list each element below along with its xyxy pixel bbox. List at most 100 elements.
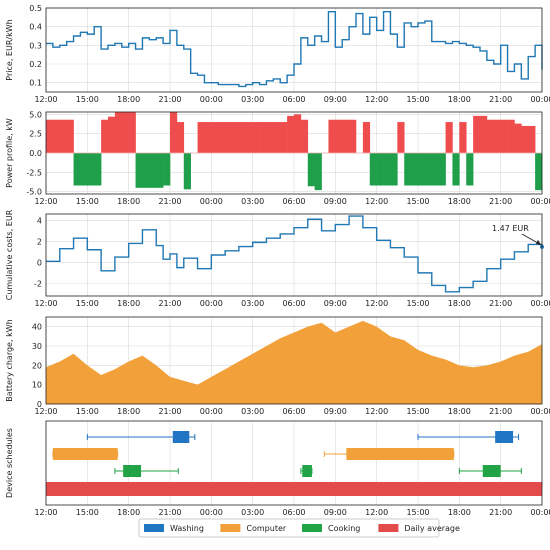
y-tick-label: 0.4 — [29, 23, 42, 32]
x-tick-label: 15:00 — [406, 508, 429, 517]
power-bar — [424, 153, 433, 186]
power-bar — [287, 115, 295, 153]
power-bar — [397, 122, 405, 153]
washing-schedule-block — [172, 431, 190, 443]
power-bar — [80, 153, 88, 186]
y-tick-label: 0.5 — [29, 4, 42, 13]
power-bar — [452, 153, 460, 186]
power-bar — [259, 122, 267, 153]
power-bar — [404, 153, 412, 186]
power-bar — [114, 112, 123, 153]
y-axis-label: Battery charge, kWh — [5, 319, 14, 401]
x-tick-label: 21:00 — [158, 407, 181, 416]
x-tick-label: 15:00 — [76, 299, 99, 308]
y-tick-label: -2.5 — [26, 168, 42, 177]
power-bar — [480, 115, 488, 153]
legend-label: Cooking — [328, 524, 360, 533]
x-tick-label: 00:00 — [530, 508, 550, 517]
power-bar — [300, 119, 309, 153]
power-bar — [245, 122, 253, 153]
x-tick-label: 15:00 — [76, 197, 99, 206]
legend-label: Computer — [246, 524, 286, 533]
power-bar — [431, 153, 439, 186]
power-bar — [108, 116, 116, 153]
x-tick-label: 00:00 — [530, 407, 550, 416]
power-bar — [197, 122, 205, 153]
x-tick-label: 12:00 — [34, 95, 57, 104]
legend-box — [138, 518, 440, 538]
x-tick-label: 12:00 — [34, 508, 57, 517]
legend-swatch — [378, 524, 399, 532]
x-tick-label: 12:00 — [365, 95, 388, 104]
power-bar — [52, 119, 61, 153]
x-tick-label: 21:00 — [489, 197, 512, 206]
legend-label: Washing — [170, 524, 204, 533]
power-bar — [445, 122, 453, 153]
power-bar — [328, 119, 336, 153]
power-bar — [266, 122, 274, 153]
y-tick-label: 30 — [32, 342, 42, 351]
y-tick-label: 40 — [32, 323, 42, 332]
y-tick-label: 20 — [32, 361, 42, 370]
x-tick-label: 12:00 — [34, 197, 57, 206]
y-tick-label: 0.0 — [29, 149, 42, 158]
y-tick-label: -2 — [34, 279, 42, 288]
x-tick-label: 00:00 — [530, 299, 550, 308]
x-tick-label: 21:00 — [158, 95, 181, 104]
power-bar — [486, 119, 495, 153]
x-tick-label: 18:00 — [117, 407, 140, 416]
y-tick-label: 0 — [37, 400, 42, 409]
axes-frame — [45, 213, 543, 297]
x-tick-label: 03:00 — [241, 508, 264, 517]
x-tick-label: 15:00 — [406, 407, 429, 416]
x-tick-label: 21:00 — [489, 299, 512, 308]
power-bar — [170, 112, 178, 153]
washing-schedule-block — [495, 431, 514, 443]
power-bar — [135, 153, 143, 188]
x-tick-label: 09:00 — [324, 197, 347, 206]
x-tick-label: 15:00 — [406, 299, 429, 308]
x-tick-label: 18:00 — [117, 197, 140, 206]
power-bar — [390, 153, 398, 186]
x-tick-label: 18:00 — [448, 299, 471, 308]
x-tick-label: 21:00 — [489, 508, 512, 517]
x-tick-label: 03:00 — [241, 407, 264, 416]
x-tick-label: 03:00 — [241, 299, 264, 308]
x-tick-label: 12:00 — [365, 407, 388, 416]
x-tick-label: 18:00 — [117, 299, 140, 308]
x-tick-label: 15:00 — [76, 407, 99, 416]
price-panel: 12:00 15:00 18:00 21:00 00:00 03:00 06:00 09:00… — [5, 4, 550, 104]
final-cost-annotation: 1.47 EUR — [492, 224, 529, 233]
x-tick-label: 12:00 — [365, 299, 388, 308]
power-bar — [87, 153, 95, 186]
x-tick-label: 18:00 — [117, 95, 140, 104]
x-tick-label: 15:00 — [406, 95, 429, 104]
power-bar — [59, 119, 67, 153]
power-bar — [46, 119, 54, 153]
power-bar — [211, 122, 219, 153]
power-bar — [307, 153, 315, 187]
power-bar — [128, 112, 136, 153]
power-bar — [507, 119, 515, 153]
y-tick-label: 2 — [37, 237, 42, 246]
battery-charge-panel: 12:00 15:00 18:00 21:00 00:00 03:00 06:00 09:00… — [5, 316, 550, 416]
power-bar — [204, 122, 212, 153]
x-tick-label: 09:00 — [324, 508, 347, 517]
x-tick-label: 09:00 — [324, 407, 347, 416]
annotation-arrow-head — [536, 239, 541, 245]
power-bar — [383, 153, 391, 186]
power-bar — [149, 153, 157, 188]
power-bar — [459, 122, 467, 153]
legend-swatch — [302, 524, 322, 532]
x-tick-label: 03:00 — [241, 197, 264, 206]
power-bar — [335, 119, 343, 153]
x-tick-label: 00:00 — [200, 299, 223, 308]
power-bar — [473, 115, 481, 153]
power-bar — [225, 122, 233, 153]
battery-charge-area — [46, 320, 542, 404]
x-tick-label: 18:00 — [448, 508, 471, 517]
power-bar — [142, 153, 150, 188]
cooking-schedule-block — [482, 465, 501, 477]
y-tick-label: 2.5 — [29, 130, 42, 139]
y-tick-label: -5.0 — [26, 188, 42, 197]
